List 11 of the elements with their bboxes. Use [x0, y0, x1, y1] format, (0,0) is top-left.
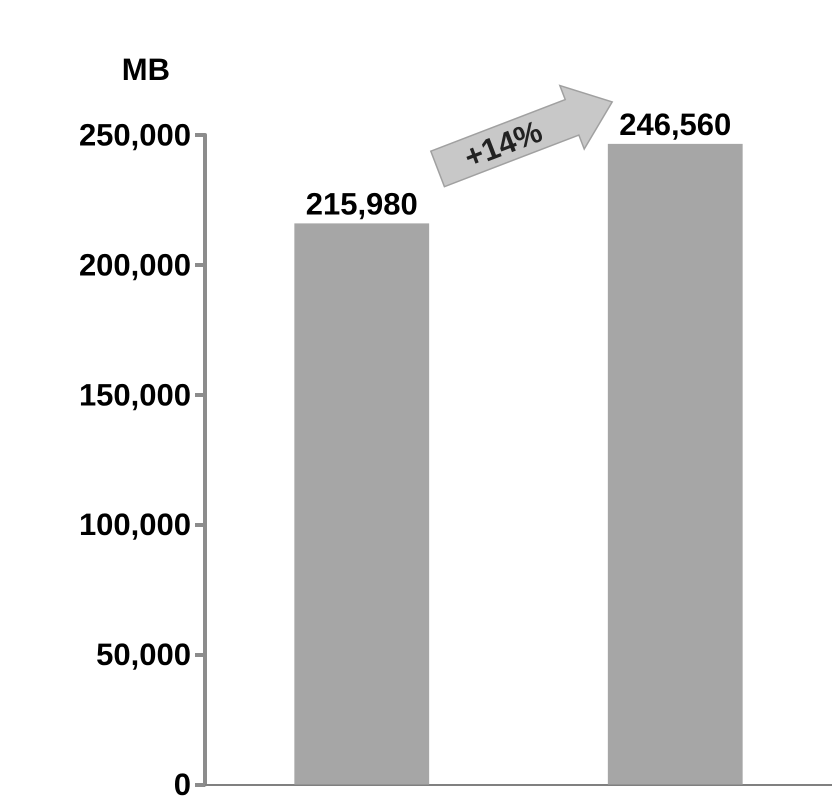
- y-tick-label: 200,000: [78, 247, 191, 282]
- annotation: +14%: [459, 114, 547, 175]
- y-tick-label: 150,000: [78, 377, 191, 412]
- arrow: +14%: [430, 84, 614, 188]
- data-label: 215,980: [306, 186, 418, 222]
- y-tick-label: 100,000: [78, 507, 191, 542]
- y-tick-label: 0: [174, 767, 191, 800]
- y-tick-label: 250,000: [78, 118, 191, 152]
- y-tick-label: 50,000: [96, 637, 191, 672]
- y-axis-title: MB: [122, 52, 170, 87]
- data-label: 246,560: [619, 106, 732, 142]
